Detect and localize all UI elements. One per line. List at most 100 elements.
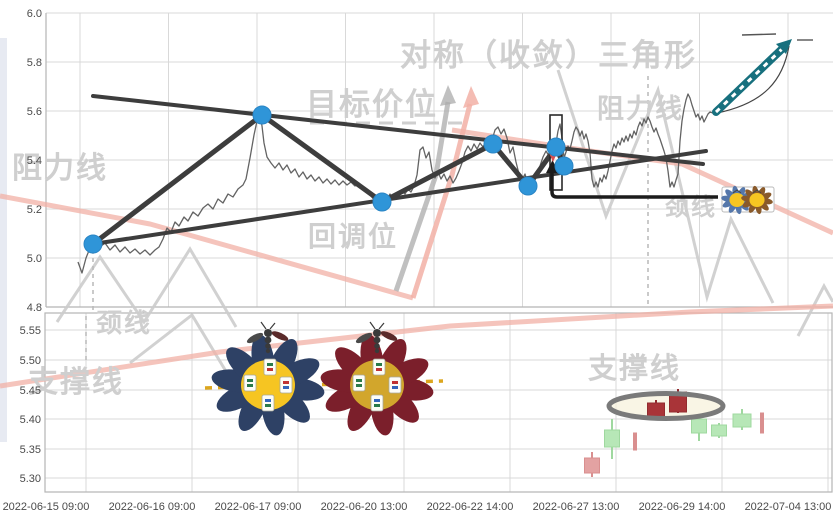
tile-glyph (283, 386, 289, 389)
tile-glyph (247, 379, 253, 382)
gray-zigzag-motif (556, 69, 775, 304)
bird-wing (380, 331, 398, 341)
mahjong-tile (279, 376, 293, 394)
candlestick (691, 418, 707, 434)
pattern-handle-dot[interactable] (372, 192, 392, 212)
highlight-ellipse[interactable] (606, 391, 726, 421)
pattern-handle-dot[interactable] (546, 137, 566, 157)
tile-glyph (265, 404, 271, 407)
mini-caret (732, 189, 742, 194)
mahjong-tile (263, 358, 277, 376)
x-axis-tick-label: 2022-07-04 13:00 (745, 501, 832, 513)
watermark-text: 回调位 (308, 220, 398, 252)
salmon-zigzag-motif (0, 303, 833, 389)
y-axis-tick-label: 5.50 (20, 355, 41, 367)
axis-labels: 6.0 5.8 5.6 5.4 5.2 5.0 4.8 5.55 5.50 5.45 5.40 5.3… (3, 8, 832, 513)
y-axis-tick-label: 5.8 (27, 57, 42, 69)
bird-body (265, 343, 271, 349)
mahjong-tile (388, 376, 402, 394)
candlestick (633, 432, 637, 451)
grid-layer (44, 12, 833, 493)
bird-wing (355, 332, 373, 344)
salmon-arrow-motif (410, 103, 473, 299)
mahjong-tile (261, 394, 275, 412)
x-axis-tick-label: 2022-06-15 09:00 (3, 501, 90, 513)
triangle-pattern (83, 94, 718, 254)
tile-glyph (356, 379, 362, 382)
x-axis-tick-label: 2022-06-17 09:00 (215, 501, 302, 513)
x-axis-tick-label: 2022-06-16 09:00 (109, 501, 196, 513)
pattern-handle-dot[interactable] (483, 134, 503, 154)
mahjong-tile (243, 374, 257, 392)
flower-center (241, 360, 295, 410)
y-axis-tick-label: 5.35 (20, 444, 41, 456)
highlight-ellipse-fill (609, 393, 723, 419)
target-arrow-head[interactable] (776, 39, 792, 54)
bird-sticker[interactable] (246, 321, 290, 354)
bird-antenna (369, 321, 376, 330)
pattern-handle-dot[interactable] (252, 105, 272, 125)
tile-glyph (392, 386, 398, 389)
tile-glyph (267, 363, 273, 366)
gray-arrow-head (440, 85, 456, 106)
gray-zigzag-motif (796, 282, 833, 337)
tile-glyph (392, 381, 398, 384)
flower-center (350, 360, 404, 410)
y-axis-tick-label: 5.0 (27, 253, 42, 265)
measure-curve (716, 45, 790, 114)
y-axis-tick-label: 5.45 (20, 385, 41, 397)
mahjong-tile (372, 358, 386, 376)
bird-head (373, 329, 381, 337)
target-arrow-dashes (714, 47, 784, 114)
measure-bracket (741, 33, 777, 36)
x-axis-tick-label: 2022-06-20 13:00 (321, 501, 408, 513)
bird-wing (246, 332, 264, 344)
gray-zigzag-motif (55, 246, 238, 328)
candlestick (647, 402, 665, 418)
watermark-text: 阻力线 (12, 152, 108, 185)
x-axis-tick-label: 2022-06-27 13:00 (533, 501, 620, 513)
tile-glyph (267, 368, 273, 371)
bird-antenna (269, 322, 276, 330)
y-axis-tick-label: 5.6 (27, 106, 42, 118)
watermark-text: 阻力线 (597, 94, 684, 124)
candlestick (732, 413, 752, 428)
mahjong-tile (370, 394, 384, 412)
y-axis-tick-label: 5.4 (27, 155, 42, 167)
lower-trendline[interactable] (91, 149, 708, 246)
upper-trendline[interactable] (91, 94, 705, 166)
bird-head (264, 329, 272, 337)
mahjong-tile (352, 374, 366, 392)
bird-sticker[interactable] (355, 321, 399, 354)
x-axis-tick-label: 2022-06-29 14:00 (639, 501, 726, 513)
y-axis-tick-label: 5.40 (20, 414, 41, 426)
flower-center (729, 193, 745, 207)
bird-body (265, 348, 271, 354)
bird-body (264, 336, 272, 344)
candlestick (760, 412, 764, 434)
watermark-text: 对称（收敛）三角形 (400, 38, 697, 73)
tile-glyph (265, 399, 271, 402)
y-axis-tick-label: 5.2 (27, 204, 42, 216)
price-line (77, 93, 717, 274)
salmon-arrow-head (463, 86, 479, 108)
pattern-handle-dot[interactable] (554, 156, 574, 176)
candlestick (584, 457, 600, 474)
flower-center (749, 193, 765, 207)
candlestick (711, 424, 727, 437)
left-margin-strip (0, 38, 7, 442)
neckline-arrow[interactable] (550, 171, 718, 199)
y-axis-tick-label: 6.0 (27, 8, 42, 20)
salmon-zigzag-motif (0, 193, 414, 301)
pattern-handle-dot[interactable] (83, 234, 103, 254)
emoji-box[interactable] (721, 185, 775, 215)
y-axis-tick-label: 4.8 (27, 302, 42, 314)
tile-glyph (374, 399, 380, 402)
candlestick (604, 429, 620, 448)
flower-sticker[interactable] (741, 185, 773, 215)
tile-glyph (376, 368, 382, 371)
bird-body (374, 343, 380, 349)
pattern-handle-dot[interactable] (518, 176, 538, 196)
